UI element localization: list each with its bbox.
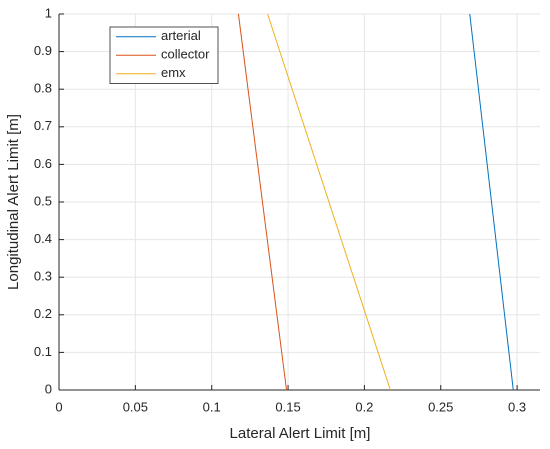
- y-tick-label: 0.6: [34, 156, 52, 171]
- y-tick-label: 0.9: [34, 43, 52, 58]
- x-tick-label: 0.1: [203, 399, 221, 414]
- legend: arterial collector emx: [109, 26, 219, 84]
- y-tick-label: 0.3: [34, 269, 52, 284]
- x-tick-label: 0.05: [123, 399, 148, 414]
- y-tick-label: 0.8: [34, 81, 52, 96]
- y-tick-label: 0: [45, 381, 52, 396]
- legend-label: emx: [161, 65, 186, 80]
- x-tick-label: 0.15: [275, 399, 300, 414]
- series-line: [267, 13, 391, 391]
- y-tick-label: 0.1: [34, 344, 52, 359]
- series-line: [237, 13, 288, 391]
- y-tick-label: 0.7: [34, 118, 52, 133]
- y-tick-label: 0.5: [34, 193, 52, 208]
- x-tick-label: 0.25: [428, 399, 453, 414]
- x-tick-label: 0.2: [355, 399, 373, 414]
- y-tick-label: 0.4: [34, 231, 52, 246]
- legend-label: arterial: [161, 28, 201, 43]
- y-tick-label: 0.2: [34, 306, 52, 321]
- x-tick-label: 0: [55, 399, 62, 414]
- x-axis-label: Lateral Alert Limit [m]: [230, 425, 371, 442]
- y-tick-label: 1: [45, 5, 52, 20]
- legend-label: collector: [161, 47, 210, 62]
- series-line: [469, 13, 514, 391]
- x-tick-label: 0.3: [508, 399, 526, 414]
- y-axis-label: Longitudinal Alert Limit [m]: [5, 114, 22, 290]
